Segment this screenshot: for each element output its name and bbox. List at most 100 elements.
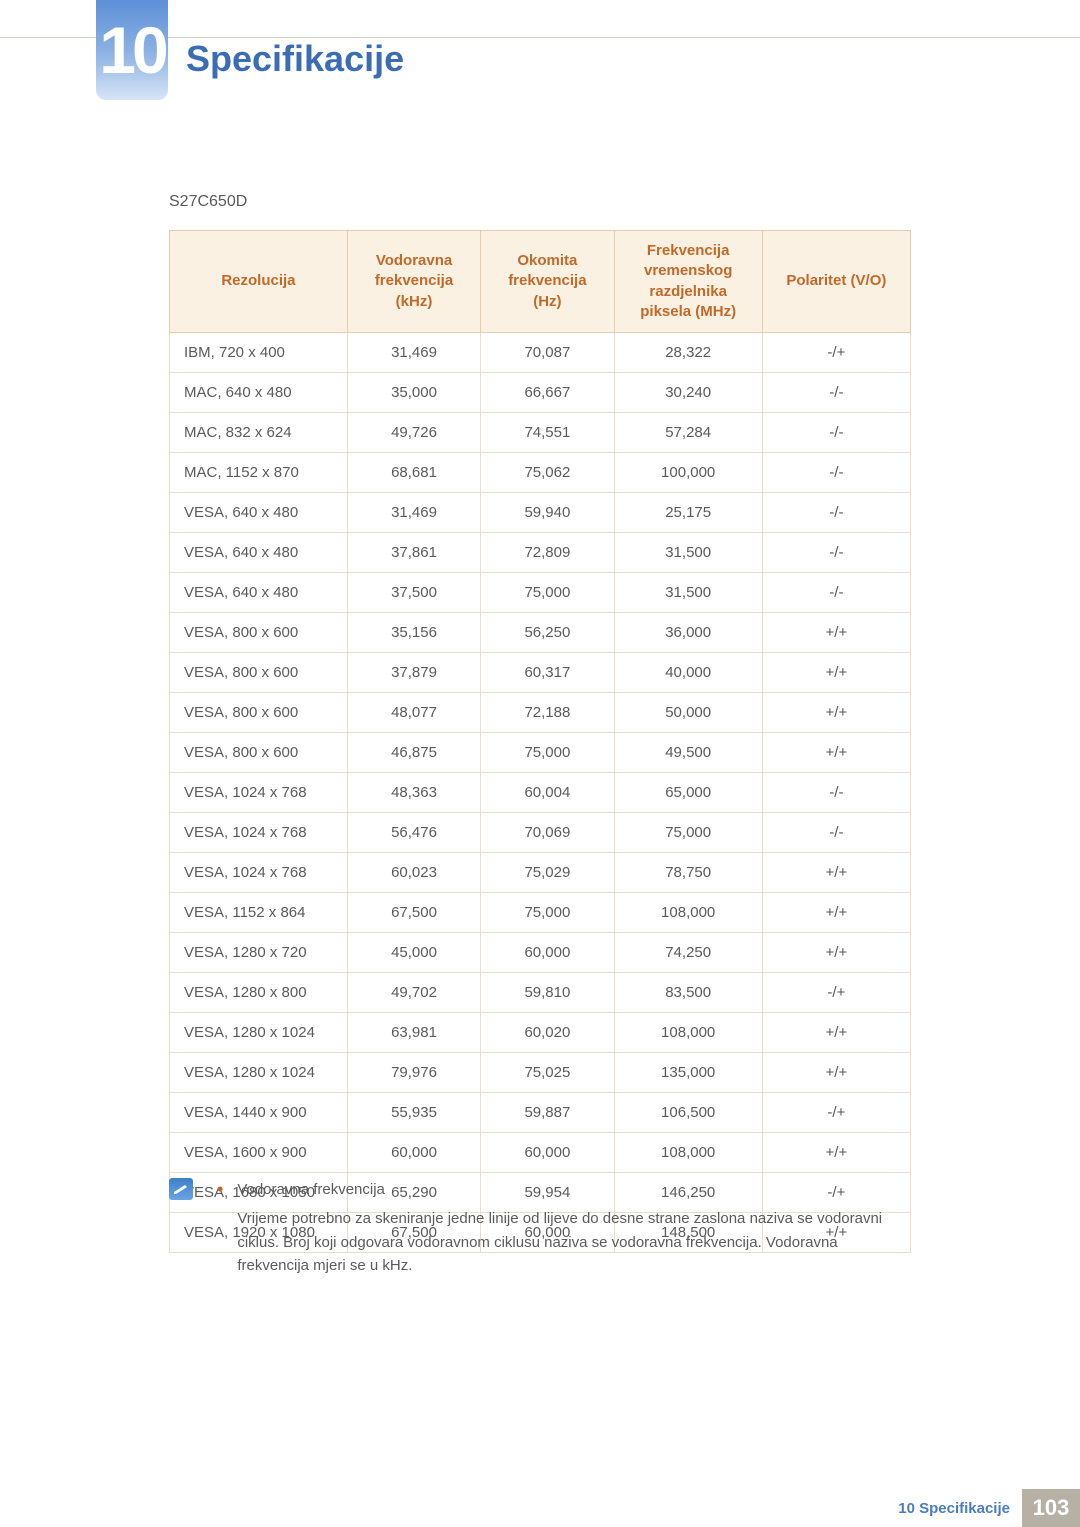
table-cell: 75,062 [481,453,614,493]
col-header-hfreq: Vodoravna frekvencija (kHz) [347,231,480,333]
table-cell: +/+ [762,853,910,893]
table-cell: 25,175 [614,493,762,533]
table-cell: VESA, 800 x 600 [170,693,348,733]
page-footer: 10 Specifikacije 103 [898,1489,1080,1527]
table-cell: -/- [762,453,910,493]
table-cell: -/+ [762,333,910,373]
table-cell: 31,469 [347,333,480,373]
table-cell: -/+ [762,1093,910,1133]
table-row: VESA, 800 x 60037,87960,31740,000+/+ [170,653,911,693]
table-cell: 49,726 [347,413,480,453]
table-row: VESA, 1152 x 86467,50075,000108,000+/+ [170,893,911,933]
table-cell: 70,069 [481,813,614,853]
table-cell: 46,875 [347,733,480,773]
table-cell: -/- [762,533,910,573]
table-cell: 72,188 [481,693,614,733]
table-cell: 108,000 [614,1133,762,1173]
spec-table: Rezolucija Vodoravna frekvencija (kHz) O… [169,230,911,1253]
table-cell: 59,810 [481,973,614,1013]
table-cell: 60,317 [481,653,614,693]
table-cell: 70,087 [481,333,614,373]
table-cell: VESA, 1152 x 864 [170,893,348,933]
table-cell: +/+ [762,733,910,773]
table-cell: 68,681 [347,453,480,493]
table-cell: 55,935 [347,1093,480,1133]
table-row: IBM, 720 x 40031,46970,08728,322-/+ [170,333,911,373]
table-cell: VESA, 1280 x 720 [170,933,348,973]
table-row: VESA, 640 x 48037,86172,80931,500-/- [170,533,911,573]
table-cell: VESA, 640 x 480 [170,533,348,573]
table-row: VESA, 1280 x 102479,97675,025135,000+/+ [170,1053,911,1093]
table-cell: VESA, 800 x 600 [170,613,348,653]
table-cell: 50,000 [614,693,762,733]
table-cell: -/+ [762,973,910,1013]
table-cell: VESA, 800 x 600 [170,733,348,773]
table-row: VESA, 800 x 60046,87575,00049,500+/+ [170,733,911,773]
table-cell: VESA, 640 x 480 [170,573,348,613]
chapter-title: Specifikacije [186,38,404,80]
table-cell: 60,000 [347,1133,480,1173]
table-cell: 30,240 [614,373,762,413]
table-cell: 37,500 [347,573,480,613]
table-cell: VESA, 1600 x 900 [170,1133,348,1173]
table-cell: 59,887 [481,1093,614,1133]
note-heading: Vodoravna frekvencija [237,1178,911,1201]
table-cell: MAC, 640 x 480 [170,373,348,413]
note-body-text: Vrijeme potrebno za skeniranje jedne lin… [237,1207,911,1277]
table-cell: 60,000 [481,1133,614,1173]
table-cell: 28,322 [614,333,762,373]
table-cell: +/+ [762,1133,910,1173]
table-cell: -/- [762,413,910,453]
table-cell: 37,879 [347,653,480,693]
table-cell: 60,020 [481,1013,614,1053]
table-cell: 57,284 [614,413,762,453]
col-header-pixelclock: Frekvencija vremenskog razdjelnika pikse… [614,231,762,333]
table-cell: -/- [762,773,910,813]
table-cell: 45,000 [347,933,480,973]
table-cell: -/- [762,373,910,413]
table-cell: 66,667 [481,373,614,413]
table-cell: 35,000 [347,373,480,413]
table-cell: 83,500 [614,973,762,1013]
table-cell: IBM, 720 x 400 [170,333,348,373]
table-cell: 108,000 [614,893,762,933]
bullet-dot: • [217,1178,223,1201]
table-row: VESA, 1600 x 90060,00060,000108,000+/+ [170,1133,911,1173]
table-cell: +/+ [762,653,910,693]
table-cell: VESA, 1024 x 768 [170,773,348,813]
table-cell: 79,976 [347,1053,480,1093]
table-row: VESA, 1024 x 76856,47670,06975,000-/- [170,813,911,853]
table-cell: 56,250 [481,613,614,653]
table-cell: 75,025 [481,1053,614,1093]
table-cell: 75,029 [481,853,614,893]
table-cell: 35,156 [347,613,480,653]
table-header-row: Rezolucija Vodoravna frekvencija (kHz) O… [170,231,911,333]
table-cell: 74,551 [481,413,614,453]
table-cell: -/- [762,493,910,533]
table-cell: VESA, 800 x 600 [170,653,348,693]
table-cell: +/+ [762,933,910,973]
table-cell: +/+ [762,893,910,933]
table-cell: VESA, 1280 x 1024 [170,1053,348,1093]
table-cell: VESA, 1280 x 1024 [170,1013,348,1053]
table-row: VESA, 1280 x 72045,00060,00074,250+/+ [170,933,911,973]
table-cell: 65,000 [614,773,762,813]
table-cell: 60,000 [481,933,614,973]
col-header-resolution: Rezolucija [170,231,348,333]
table-cell: 48,363 [347,773,480,813]
table-row: VESA, 640 x 48031,46959,94025,175-/- [170,493,911,533]
table-cell: 31,500 [614,573,762,613]
col-header-polarity: Polaritet (V/O) [762,231,910,333]
table-cell: 78,750 [614,853,762,893]
table-cell: VESA, 1280 x 800 [170,973,348,1013]
table-row: VESA, 1024 x 76848,36360,00465,000-/- [170,773,911,813]
table-cell: MAC, 1152 x 870 [170,453,348,493]
table-cell: 75,000 [481,893,614,933]
note-icon [169,1178,193,1200]
table-cell: 63,981 [347,1013,480,1053]
table-cell: -/- [762,813,910,853]
table-cell: 74,250 [614,933,762,973]
table-row: VESA, 800 x 60035,15656,25036,000+/+ [170,613,911,653]
table-row: MAC, 640 x 48035,00066,66730,240-/- [170,373,911,413]
col-header-vfreq: Okomita frekvencija (Hz) [481,231,614,333]
